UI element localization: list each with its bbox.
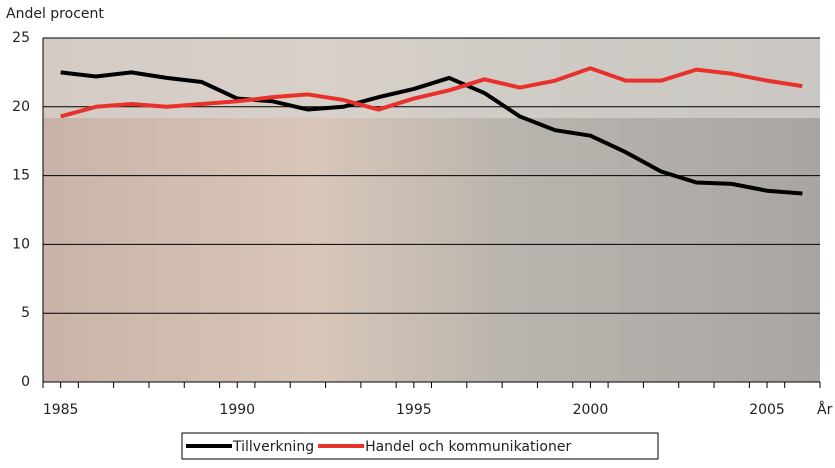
y-tick-label: 5 [21, 305, 30, 321]
x-tick-label: 2000 [573, 402, 609, 418]
x-axis-label: År [817, 401, 833, 418]
y-tick-label: 25 [12, 30, 30, 46]
x-tick-label: 1995 [396, 402, 432, 418]
x-tick-label: 1985 [43, 402, 79, 418]
legend: Tillverkning Handel och kommunikationer [182, 433, 658, 459]
x-tick-label: 2005 [749, 402, 785, 418]
y-tick-label: 0 [21, 374, 30, 390]
chart: Andel procent År Tillverkning Handel och … [0, 0, 835, 464]
y-tick-label: 10 [12, 236, 30, 252]
x-tick-label: 1990 [219, 402, 255, 418]
legend-label: Handel och kommunikationer [365, 439, 571, 455]
y-tick-label: 20 [12, 99, 30, 115]
legend-label: Tillverkning [232, 439, 314, 455]
y-tick-label: 15 [12, 168, 30, 184]
y-axis-label: Andel procent [6, 6, 104, 22]
